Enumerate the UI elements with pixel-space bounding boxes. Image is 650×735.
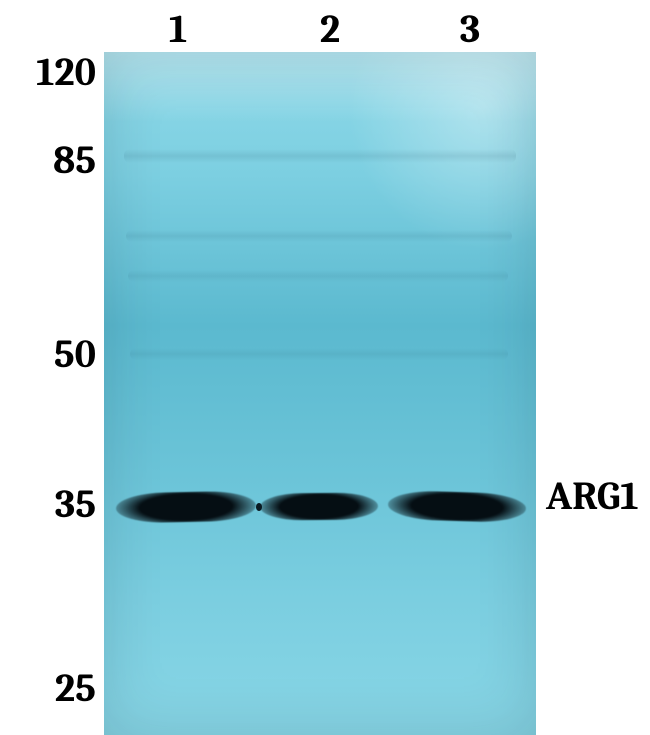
faint-band: [124, 149, 516, 163]
lane-label-2: 2: [320, 6, 340, 52]
mw-marker-25: 25: [55, 665, 96, 711]
protein-band-lane-2: [260, 492, 378, 520]
lane-label-1: 1: [169, 6, 187, 52]
faint-band: [126, 230, 512, 242]
blot-membrane: [104, 52, 536, 735]
western-blot-figure: 1 2 3 120 85 50 35 25 ARG1: [0, 0, 650, 735]
mw-marker-50: 50: [54, 331, 96, 377]
faint-band: [130, 348, 508, 360]
mw-marker-85: 85: [53, 137, 96, 183]
band-label-arg1: ARG1: [546, 473, 639, 519]
band-speck: [256, 503, 262, 511]
mw-marker-120: 120: [36, 49, 96, 95]
mw-marker-35: 35: [55, 481, 96, 527]
lane-label-3: 3: [460, 6, 480, 52]
faint-band: [128, 270, 508, 282]
